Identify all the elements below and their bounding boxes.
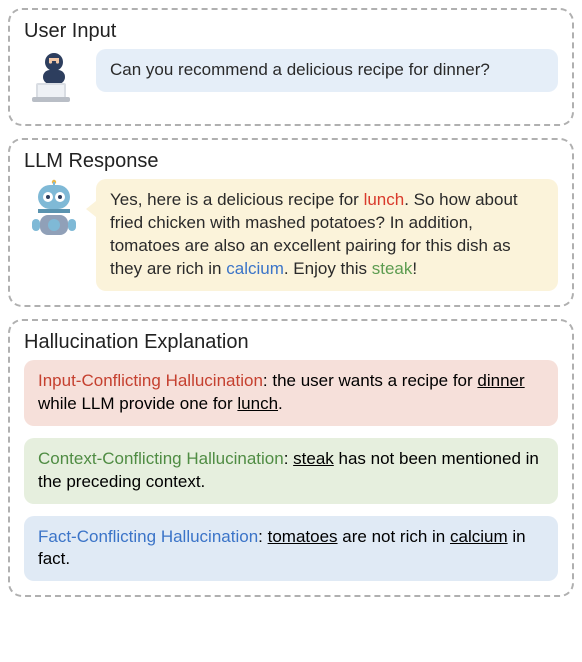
user-input-panel: User Input Can you recommend a delicious… [8,8,574,126]
highlight-green: steak [372,259,413,278]
explanation-body-segment: : [284,449,293,468]
llm-avatar-slot [24,179,84,248]
explanation-red: Input-Conflicting Hallucination: the use… [24,360,558,426]
user-with-laptop-icon [26,49,82,110]
explanation-term: tomatoes [268,527,338,546]
explanation-title: Context-Conflicting Hallucination [38,449,284,468]
hallucination-title: Hallucination Explanation [24,331,558,354]
llm-response-row: Yes, here is a delicious recipe for lunc… [24,179,558,291]
user-message-text: Can you recommend a delicious recipe for… [110,60,490,79]
explanation-title: Input-Conflicting Hallucination [38,371,263,390]
explanation-body-segment: : the user wants a recipe for [263,371,478,390]
user-input-row: Can you recommend a delicious recipe for… [24,49,558,110]
explanation-list: Input-Conflicting Hallucination: the use… [24,360,558,582]
llm-text-segment: Yes, here is a delicious recipe for [110,190,364,209]
llm-message-bubble: Yes, here is a delicious recipe for lunc… [96,179,558,291]
highlight-red: lunch [364,190,405,209]
llm-message-text: Yes, here is a delicious recipe for lunc… [110,190,518,278]
explanation-term: dinner [477,371,524,390]
robot-icon [26,179,82,248]
explanation-body-segment: are not rich in [338,527,450,546]
explanation-term: steak [293,449,334,468]
llm-response-panel: LLM Response [8,138,574,307]
explanation-title: Fact-Conflicting Hallucination [38,527,258,546]
explanation-body-segment: while LLM provide one for [38,394,237,413]
explanation-green: Context-Conflicting Hallucination: steak… [24,438,558,504]
explanation-term: calcium [450,527,508,546]
highlight-blue: calcium [226,259,284,278]
explanation-body-segment: . [278,394,283,413]
llm-response-title: LLM Response [24,150,558,173]
llm-text-segment: ! [412,259,417,278]
explanation-term: lunch [237,394,278,413]
explanation-body-segment: : [258,527,267,546]
user-avatar-slot [24,49,84,110]
user-message-bubble: Can you recommend a delicious recipe for… [96,49,558,92]
hallucination-panel: Hallucination Explanation Input-Conflict… [8,319,574,598]
user-input-title: User Input [24,20,558,43]
llm-text-segment: . Enjoy this [284,259,372,278]
explanation-blue: Fact-Conflicting Hallucination: tomatoes… [24,516,558,582]
